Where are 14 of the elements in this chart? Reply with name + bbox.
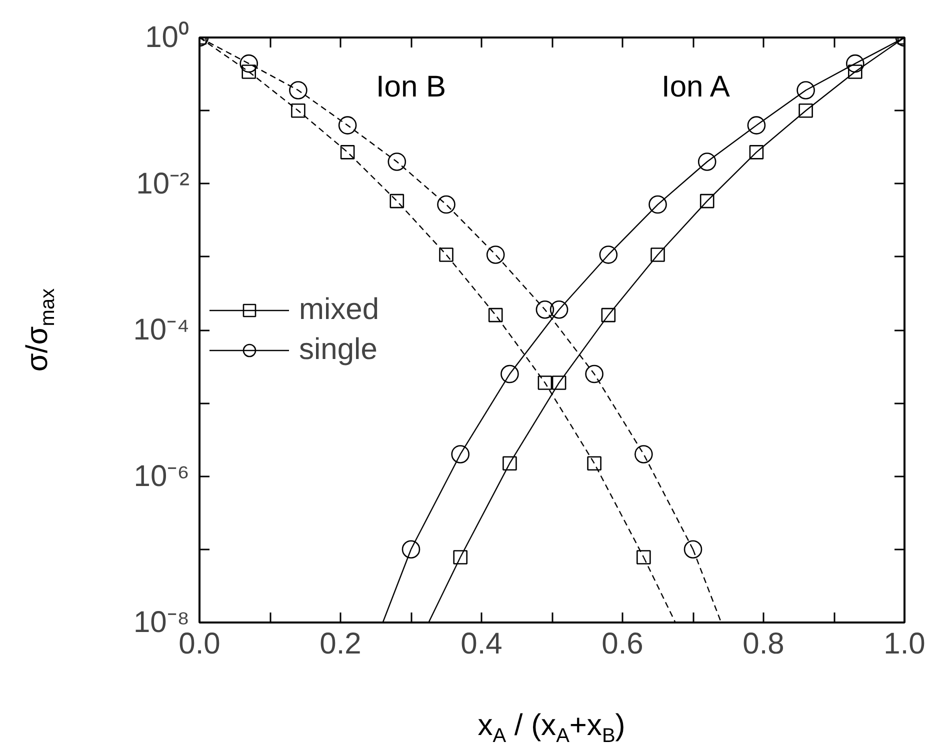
x-axis-title: x$_{A}$ / (x$_{A}$+x$_{B}$) bbox=[478, 708, 626, 750]
y-tick-label: 10⁻⁴ bbox=[133, 314, 190, 346]
annotation: Ion A bbox=[662, 70, 730, 104]
x-tick-label: 0.4 bbox=[460, 628, 502, 660]
legend-label: mixed bbox=[299, 292, 380, 326]
x-tick-label: 1.0 bbox=[884, 628, 926, 660]
x-tick-label: 0.6 bbox=[602, 628, 644, 660]
legend-label: single bbox=[299, 332, 378, 366]
annotation: Ion B bbox=[376, 70, 446, 104]
y-tick-label: 10⁰ bbox=[145, 21, 190, 54]
x-tick-label: 0.2 bbox=[320, 628, 362, 660]
x-tick-label: 0.8 bbox=[742, 628, 784, 660]
y-tick-label: 10⁻² bbox=[136, 167, 190, 200]
y-tick-label: 10⁻⁶ bbox=[134, 460, 190, 493]
